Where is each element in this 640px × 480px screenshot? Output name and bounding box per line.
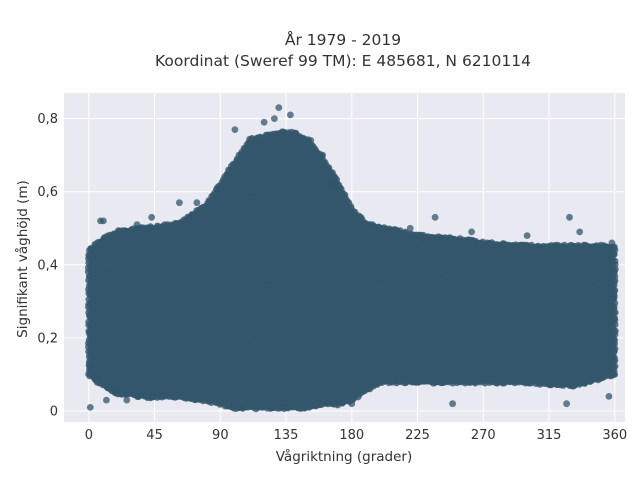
data-points [84, 104, 619, 413]
chart-subtitle: Koordinat (Sweref 99 TM): E 485681, N 62… [155, 52, 531, 70]
chart-title: År 1979 - 2019 [285, 30, 401, 49]
